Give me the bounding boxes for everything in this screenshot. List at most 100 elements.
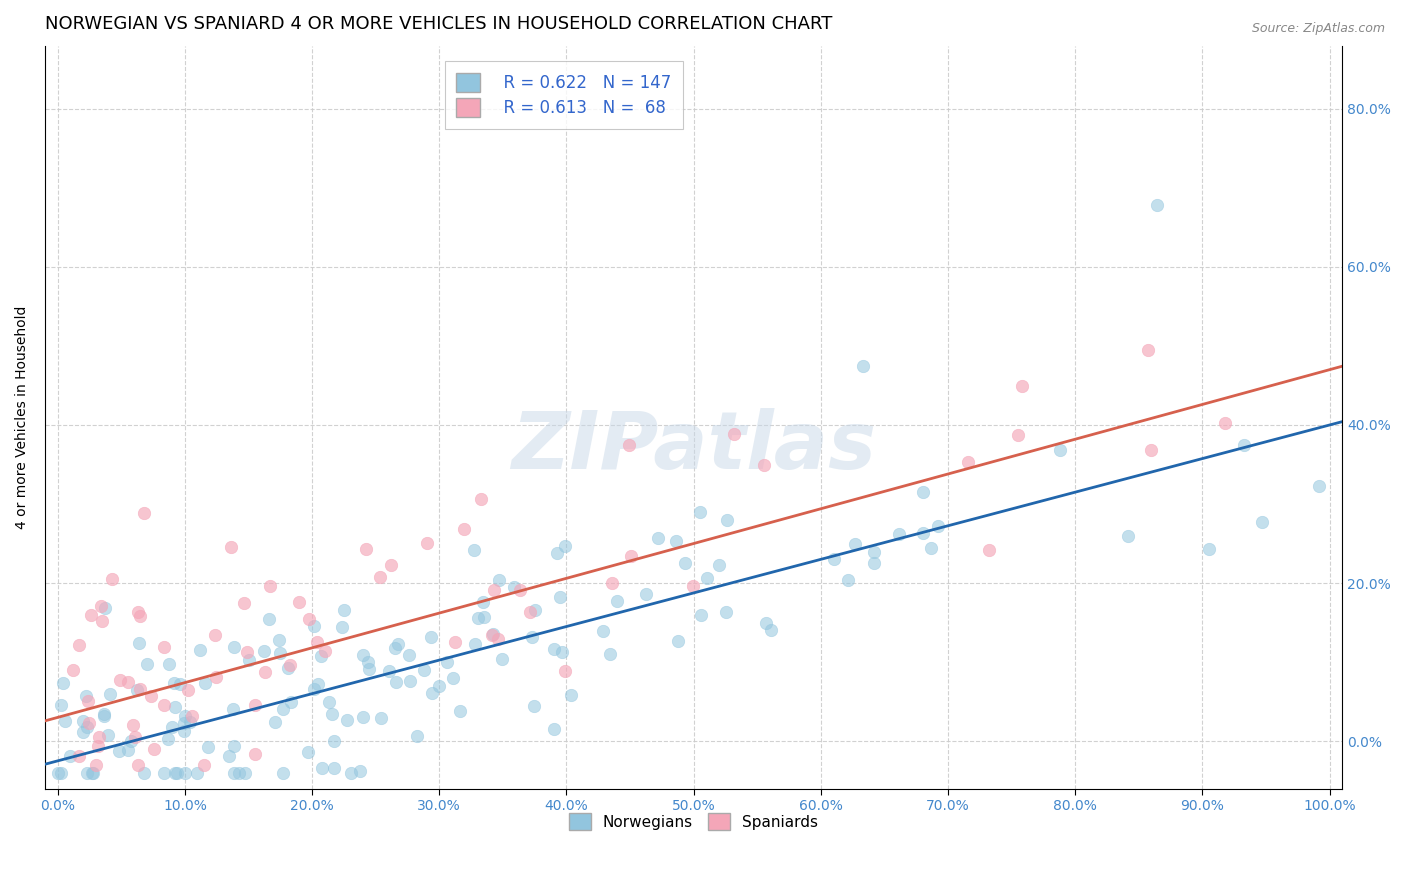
Point: [173, 723, 195, 738]
Point: [551, 644, 574, 658]
Point: [179, 715, 201, 730]
Point: [288, 595, 311, 609]
Point: [139, 689, 162, 703]
Point: [911, 485, 934, 500]
Point: [318, 695, 340, 709]
Point: [152, 640, 174, 655]
Point: [509, 582, 531, 597]
Point: [723, 426, 745, 441]
Point: [297, 745, 319, 759]
Point: [323, 734, 346, 748]
Point: [271, 765, 294, 780]
Point: [143, 742, 166, 756]
Point: [125, 683, 148, 698]
Point: [90, 599, 112, 613]
Point: [222, 640, 245, 654]
Point: [927, 519, 949, 533]
Point: [1007, 428, 1029, 442]
Point: [1139, 442, 1161, 457]
Point: [554, 665, 576, 679]
Point: [398, 673, 420, 688]
Point: [349, 764, 371, 778]
Point: [488, 574, 510, 588]
Point: [444, 635, 467, 649]
Point: [357, 662, 380, 676]
Point: [94, 600, 117, 615]
Point: [554, 540, 576, 554]
Point: [543, 723, 565, 737]
Point: [174, 765, 197, 780]
Point: [117, 743, 139, 757]
Point: [502, 580, 524, 594]
Point: [336, 713, 359, 727]
Point: [127, 757, 149, 772]
Point: [87, 739, 110, 753]
Point: [163, 675, 186, 690]
Point: [716, 513, 738, 527]
Point: [188, 642, 211, 657]
Point: [647, 531, 669, 545]
Point: [837, 573, 859, 587]
Point: [194, 675, 217, 690]
Point: [519, 605, 541, 619]
Point: [546, 546, 568, 560]
Point: [165, 765, 187, 780]
Point: [668, 633, 690, 648]
Point: [173, 715, 195, 730]
Point: [592, 624, 614, 639]
Point: [79, 715, 101, 730]
Point: [259, 579, 281, 593]
Point: [278, 658, 301, 673]
Point: [368, 569, 391, 583]
Point: [243, 747, 266, 761]
Point: [204, 670, 226, 684]
Point: [236, 644, 259, 658]
Point: [134, 506, 156, 520]
Legend: Norwegians, Spaniards: Norwegians, Spaniards: [564, 806, 824, 837]
Point: [852, 359, 875, 373]
Point: [75, 689, 97, 703]
Point: [887, 526, 910, 541]
Point: [186, 765, 208, 780]
Point: [863, 545, 886, 559]
Point: [97, 728, 120, 742]
Point: [129, 608, 152, 623]
Point: [128, 635, 150, 649]
Point: [122, 717, 145, 731]
Point: [357, 655, 380, 669]
Point: [166, 765, 188, 780]
Point: [714, 605, 737, 619]
Point: [98, 687, 121, 701]
Point: [233, 765, 256, 780]
Point: [153, 698, 176, 712]
Point: [101, 572, 124, 586]
Text: Source: ZipAtlas.com: Source: ZipAtlas.com: [1251, 22, 1385, 36]
Point: [436, 655, 458, 669]
Point: [340, 765, 363, 780]
Point: [46, 765, 69, 780]
Point: [264, 714, 287, 729]
Point: [108, 673, 131, 688]
Point: [709, 558, 731, 573]
Point: [181, 709, 204, 723]
Point: [1049, 443, 1071, 458]
Point: [93, 706, 115, 721]
Point: [696, 571, 718, 585]
Point: [177, 682, 200, 697]
Point: [419, 630, 441, 644]
Point: [977, 543, 1000, 558]
Point: [463, 543, 485, 558]
Point: [82, 765, 104, 780]
Point: [524, 603, 547, 617]
Point: [412, 663, 434, 677]
Point: [330, 620, 353, 634]
Point: [1146, 197, 1168, 211]
Point: [169, 677, 191, 691]
Point: [222, 702, 245, 716]
Point: [453, 522, 475, 536]
Point: [482, 627, 505, 641]
Point: [1137, 343, 1160, 357]
Y-axis label: 4 or more Vehicles in Household: 4 or more Vehicles in Household: [15, 305, 30, 529]
Point: [82, 765, 104, 780]
Point: [76, 720, 98, 734]
